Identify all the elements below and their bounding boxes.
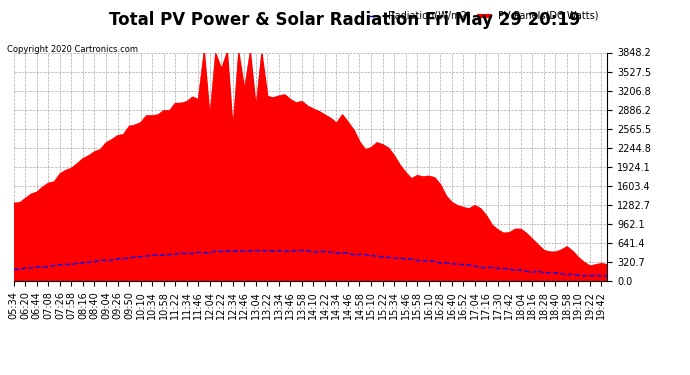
Legend: Radiation(W/m2), PV Panels(DC Watts): Radiation(W/m2), PV Panels(DC Watts) [365,7,602,25]
Text: Total PV Power & Solar Radiation Fri May 29 20:19: Total PV Power & Solar Radiation Fri May… [109,11,581,29]
Text: Copyright 2020 Cartronics.com: Copyright 2020 Cartronics.com [7,45,138,54]
